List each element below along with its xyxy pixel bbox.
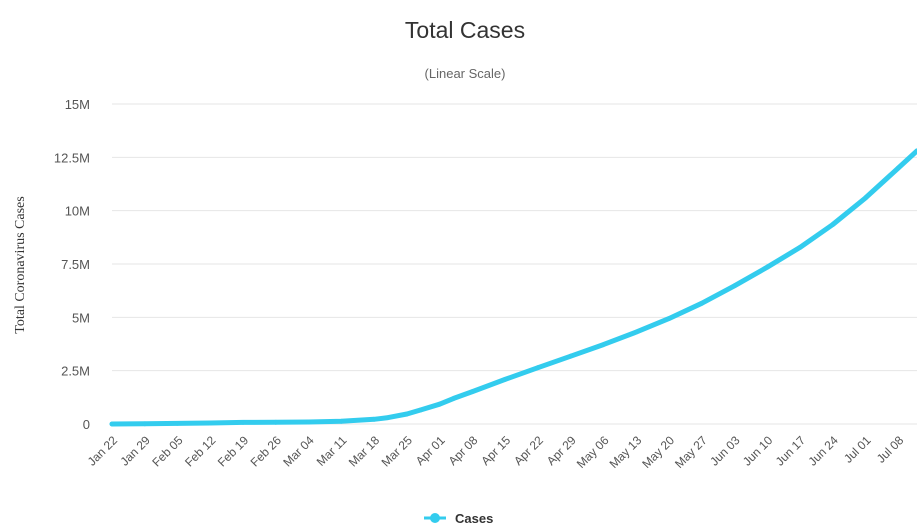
y-tick-label: 7.5M [61,257,90,272]
data-point[interactable] [535,365,541,371]
series-layer [109,148,917,427]
data-point[interactable] [863,195,868,201]
y-tick-label: 5M [72,310,90,325]
data-point[interactable] [175,421,180,426]
data-point[interactable] [404,411,410,417]
x-tick-label: Apr 08 [446,433,481,468]
x-tick-label: Feb 12 [182,433,219,470]
data-point[interactable] [273,419,279,425]
data-point[interactable] [895,165,901,171]
data-point[interactable] [418,407,424,413]
data-point[interactable] [601,342,606,347]
x-tick-label: Jul 01 [841,433,874,466]
x-tick-label: May 27 [672,433,710,471]
data-point[interactable] [240,420,246,425]
x-tick-label: May 13 [607,433,645,471]
x-tick-label: Jul 08 [874,433,907,466]
x-tick-label: Apr 22 [511,433,546,468]
data-point[interactable] [666,316,672,321]
x-tick-label: Apr 01 [413,433,448,468]
data-point[interactable] [633,329,639,335]
y-tick-label: 0 [83,417,90,432]
legend-symbol [424,513,446,523]
data-point[interactable] [732,283,737,289]
x-tick-label: Feb 26 [248,433,285,470]
x-tick-label: Mar 04 [280,433,317,470]
x-tick-label: Mar 11 [314,433,350,469]
data-point[interactable] [914,148,917,154]
data-point[interactable] [306,419,311,425]
data-point[interactable] [451,396,457,401]
x-tick-label: May 20 [639,433,677,471]
data-point[interactable] [385,415,391,420]
gridlines [112,103,917,425]
data-point[interactable] [797,245,803,250]
data-point[interactable] [830,222,836,227]
data-point[interactable] [338,418,344,424]
x-tick-label: Jun 17 [773,433,809,469]
y-tick-label: 10M [65,204,90,219]
y-tick-label: 2.5M [61,364,90,379]
y-axis-label: Total Coronavirus Cases [13,196,28,333]
y-tick-label: 15M [65,97,90,112]
chart-subtitle: (Linear Scale) [425,66,506,81]
x-tick-label: Mar 18 [346,433,383,470]
x-tick-label: Jun 24 [805,433,841,469]
y-tick-label: 12.5M [54,150,90,165]
data-point[interactable] [568,353,574,359]
y-axis-ticks: 0 2.5M 5M 7.5M 10M 12.5M 15M [54,97,90,432]
data-point[interactable] [764,264,770,270]
data-point[interactable] [470,389,475,394]
data-point[interactable] [207,420,213,426]
x-tick-label: Jan 22 [85,433,121,469]
x-tick-label: Apr 29 [544,433,579,468]
data-point[interactable] [371,416,377,422]
legend[interactable]: Cases [424,511,493,526]
data-point[interactable] [142,421,148,427]
x-tick-label: Mar 25 [379,433,416,470]
x-tick-label: Jun 10 [740,433,776,469]
data-point[interactable] [437,401,442,407]
data-point[interactable] [109,421,115,427]
chart-title: Total Cases [405,17,525,43]
series-line-cases[interactable] [109,148,917,427]
x-tick-label: May 06 [574,433,612,471]
x-tick-label: Feb 05 [149,433,186,470]
x-tick-label: Apr 15 [478,433,513,468]
x-tick-label: Jun 03 [707,433,743,469]
x-tick-label: Jan 29 [118,433,154,469]
data-point[interactable] [502,377,508,382]
data-point[interactable] [699,300,705,306]
x-tick-label: Feb 19 [215,433,252,470]
legend-label: Cases [455,511,493,526]
